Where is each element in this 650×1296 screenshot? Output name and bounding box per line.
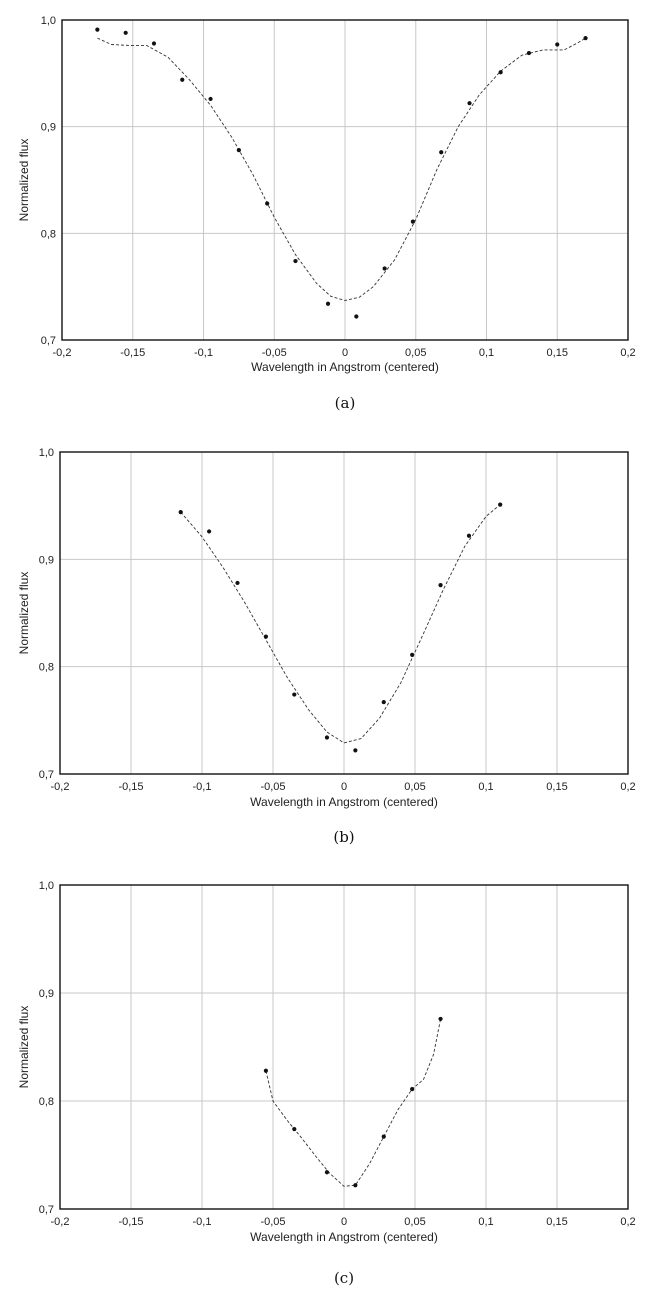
fit-curve [180, 504, 501, 744]
data-point [498, 502, 503, 507]
data-point [263, 634, 268, 639]
data-point [208, 96, 213, 102]
panel-caption: (b) [333, 828, 354, 846]
fit-curve [265, 1018, 442, 1187]
x-axis-label: Wavelength in Angstrom (centered) [251, 360, 439, 374]
x-axis-label: Wavelength in Angstrom (centered) [250, 1230, 438, 1244]
y-tick-label: 0,8 [39, 662, 54, 674]
data-point [324, 735, 330, 740]
data-point [354, 314, 359, 319]
data-point [467, 101, 472, 106]
x-tick-label: -0,1 [193, 781, 212, 793]
y-tick-label: 1,0 [39, 447, 54, 459]
x-tick-label: 0 [341, 781, 347, 793]
data-point [382, 266, 387, 271]
data-point [439, 150, 444, 155]
data-point [325, 301, 331, 306]
data-point [353, 1183, 358, 1188]
x-tick-label: -0,1 [193, 1216, 212, 1228]
x-tick-label: 0,1 [478, 781, 493, 793]
data-point [410, 219, 416, 224]
data-point [466, 533, 472, 538]
y-axis-label: Normalized flux [17, 1006, 31, 1089]
data-point [178, 510, 183, 515]
data-point [438, 1016, 443, 1022]
x-tick-label: -0,2 [53, 347, 72, 359]
x-tick-label: 0 [341, 1216, 347, 1228]
data-point [555, 42, 560, 47]
data-point [151, 41, 157, 46]
data-point [381, 1134, 386, 1139]
data-point [381, 699, 386, 705]
data-point [293, 258, 298, 264]
x-tick-label: 0,05 [404, 781, 425, 793]
data-point [207, 529, 212, 534]
x-tick-label: 0,2 [620, 347, 635, 359]
data-point [265, 201, 270, 206]
x-axis-label: Wavelength in Angstrom (centered) [250, 795, 438, 809]
plot-frame [59, 451, 629, 775]
y-tick-label: 0,9 [39, 554, 54, 566]
y-tick-label: 0,7 [41, 335, 56, 347]
y-tick-label: 0,7 [39, 769, 54, 781]
x-tick-label: -0,05 [260, 781, 285, 793]
x-tick-label: 0,1 [478, 1216, 493, 1228]
panel-caption: (c) [334, 1269, 354, 1287]
data-point [353, 748, 358, 753]
x-tick-label: -0,2 [51, 781, 70, 793]
fit-curve [97, 37, 586, 301]
x-tick-label: 0,15 [546, 781, 567, 793]
data-point [95, 27, 100, 32]
x-tick-label: 0,15 [547, 347, 568, 359]
data-point [263, 1068, 268, 1073]
data-point [324, 1170, 330, 1175]
panel-caption: (a) [335, 394, 356, 412]
data-point [292, 692, 297, 697]
data-point [526, 50, 532, 56]
x-tick-label: -0,15 [118, 1216, 143, 1228]
y-tick-label: 1,0 [39, 880, 54, 892]
chart-panel-b: -0,2 -0,15 -0,1 -0,05 0 0,05 0,1 0,15 0,2 0,7 0,8 0… [17, 447, 636, 846]
x-tick-label: -0,15 [118, 781, 143, 793]
data-point [235, 580, 240, 586]
x-tick-label: 0,1 [479, 347, 494, 359]
data-point [236, 148, 241, 153]
data-point [498, 70, 503, 75]
y-tick-label: 0,9 [41, 122, 56, 134]
y-tick-label: 0,8 [41, 228, 56, 240]
plot-frame [61, 19, 629, 341]
y-tick-label: 1,0 [41, 15, 56, 27]
x-tick-label: 0,2 [620, 781, 635, 793]
x-tick-label: -0,05 [260, 1216, 285, 1228]
data-point [292, 1126, 297, 1132]
chart-panel-c: -0,2 -0,15 -0,1 -0,05 0 0,05 0,1 0,15 0,2 0,7 0,8 0… [17, 880, 636, 1287]
x-tick-label: -0,15 [120, 347, 145, 359]
x-tick-label: -0,05 [262, 347, 287, 359]
chart-panel-a: -0,2 -0,15 -0,1 -0,05 0 0,05 0,1 0,15 0,2 0,7 0,8 0… [17, 15, 636, 412]
x-tick-label: -0,1 [194, 347, 213, 359]
x-tick-label: 0,05 [405, 347, 426, 359]
x-tick-label: 0,05 [404, 1216, 425, 1228]
data-point [123, 30, 128, 35]
data-point [410, 652, 415, 657]
x-tick-label: 0,2 [620, 1216, 635, 1228]
y-axis-label: Normalized flux [17, 572, 31, 655]
y-tick-label: 0,8 [39, 1096, 54, 1108]
y-tick-label: 0,7 [39, 1204, 54, 1216]
data-point [438, 582, 443, 588]
data-point [180, 77, 185, 82]
y-tick-label: 0,9 [39, 988, 54, 1000]
plot-frame [59, 884, 629, 1210]
x-tick-label: 0,15 [546, 1216, 567, 1228]
x-tick-label: -0,2 [51, 1216, 70, 1228]
y-axis-label: Normalized flux [17, 139, 31, 222]
data-point [583, 36, 588, 41]
data-point [410, 1087, 415, 1092]
x-tick-label: 0 [342, 347, 348, 359]
